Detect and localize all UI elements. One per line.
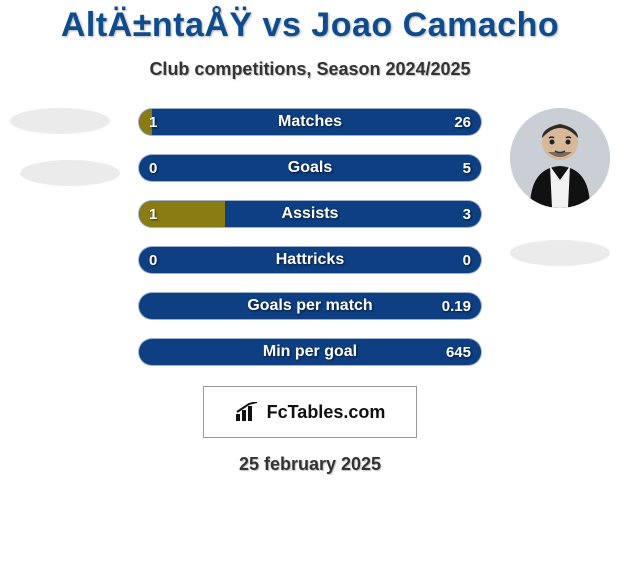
stat-label: Hattricks	[139, 247, 481, 273]
stats-stage: 126Matches05Goals13Assists00Hattricks0.1…	[0, 108, 620, 366]
page-title: AltÄ±ntaÅŸ vs Joao Camacho	[0, 0, 620, 45]
stat-fill-p1	[139, 201, 225, 227]
brand-logo-icon	[235, 402, 261, 422]
stat-value-p2: 0	[453, 247, 481, 273]
stat-value-p1	[139, 293, 159, 319]
subtitle: Club competitions, Season 2024/2025	[0, 59, 620, 80]
stat-value-p2: 645	[436, 339, 481, 365]
avatar-right-image	[510, 108, 610, 208]
avatar-right-shadow	[510, 240, 610, 266]
comparison-card: AltÄ±ntaÅŸ vs Joao Camacho Club competit…	[0, 0, 620, 580]
avatar-left-shadow-1	[10, 108, 110, 134]
avatar-left-shadow-2	[20, 160, 120, 186]
stat-row: 13Assists	[138, 200, 482, 228]
stat-value-p2: 5	[453, 155, 481, 181]
stat-label: Matches	[139, 109, 481, 135]
brand-box: FcTables.com	[203, 386, 417, 438]
stat-value-p1: 0	[139, 155, 167, 181]
stat-value-p1	[139, 339, 159, 365]
stat-label: Min per goal	[139, 339, 481, 365]
stat-row: 126Matches	[138, 108, 482, 136]
date-text: 25 february 2025	[0, 454, 620, 475]
stat-row: 0 5Goals	[138, 154, 482, 182]
avatar-right	[510, 108, 610, 208]
stat-label: Goals per match	[139, 293, 481, 319]
stat-value-p2: 3	[453, 201, 481, 227]
stat-bars: 126Matches05Goals13Assists00Hattricks0.1…	[138, 108, 482, 366]
stat-row: 645Min per goal	[138, 338, 482, 366]
stat-fill-p1	[139, 109, 152, 135]
brand-text: FcTables.com	[267, 402, 386, 423]
stat-value-p1: 0	[139, 247, 167, 273]
stat-label: Goals	[139, 155, 481, 181]
stat-value-p2: 0.19	[432, 293, 481, 319]
stat-value-p2: 26	[444, 109, 481, 135]
stat-row: 0.19Goals per match	[138, 292, 482, 320]
stat-row: 0 0Hattricks	[138, 246, 482, 274]
